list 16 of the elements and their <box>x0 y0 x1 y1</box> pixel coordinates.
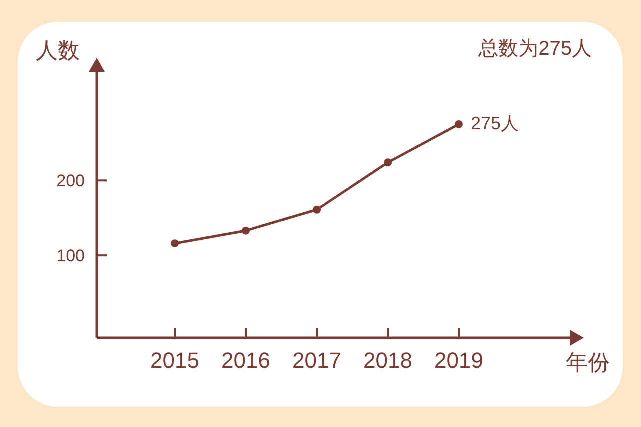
data-label: 275人 <box>471 113 520 134</box>
point <box>242 226 250 235</box>
point <box>384 158 392 167</box>
point <box>313 206 321 214</box>
x-tick-label: 2017 <box>292 348 342 373</box>
y-tick-label: 200 <box>56 172 85 191</box>
y-axis-title: 人数 <box>36 38 80 63</box>
y-tick-label: 100 <box>56 246 85 266</box>
x-axis-title: 年份 <box>566 350 610 375</box>
point <box>455 120 463 128</box>
x-tick-label: 2018 <box>364 348 412 373</box>
x-tick-label: 2016 <box>222 348 270 373</box>
point <box>171 240 179 248</box>
text: 总数为275人 <box>478 38 592 60</box>
x-tick-label: 2015 <box>150 348 200 373</box>
x-tick-label: 2019 <box>434 348 484 373</box>
